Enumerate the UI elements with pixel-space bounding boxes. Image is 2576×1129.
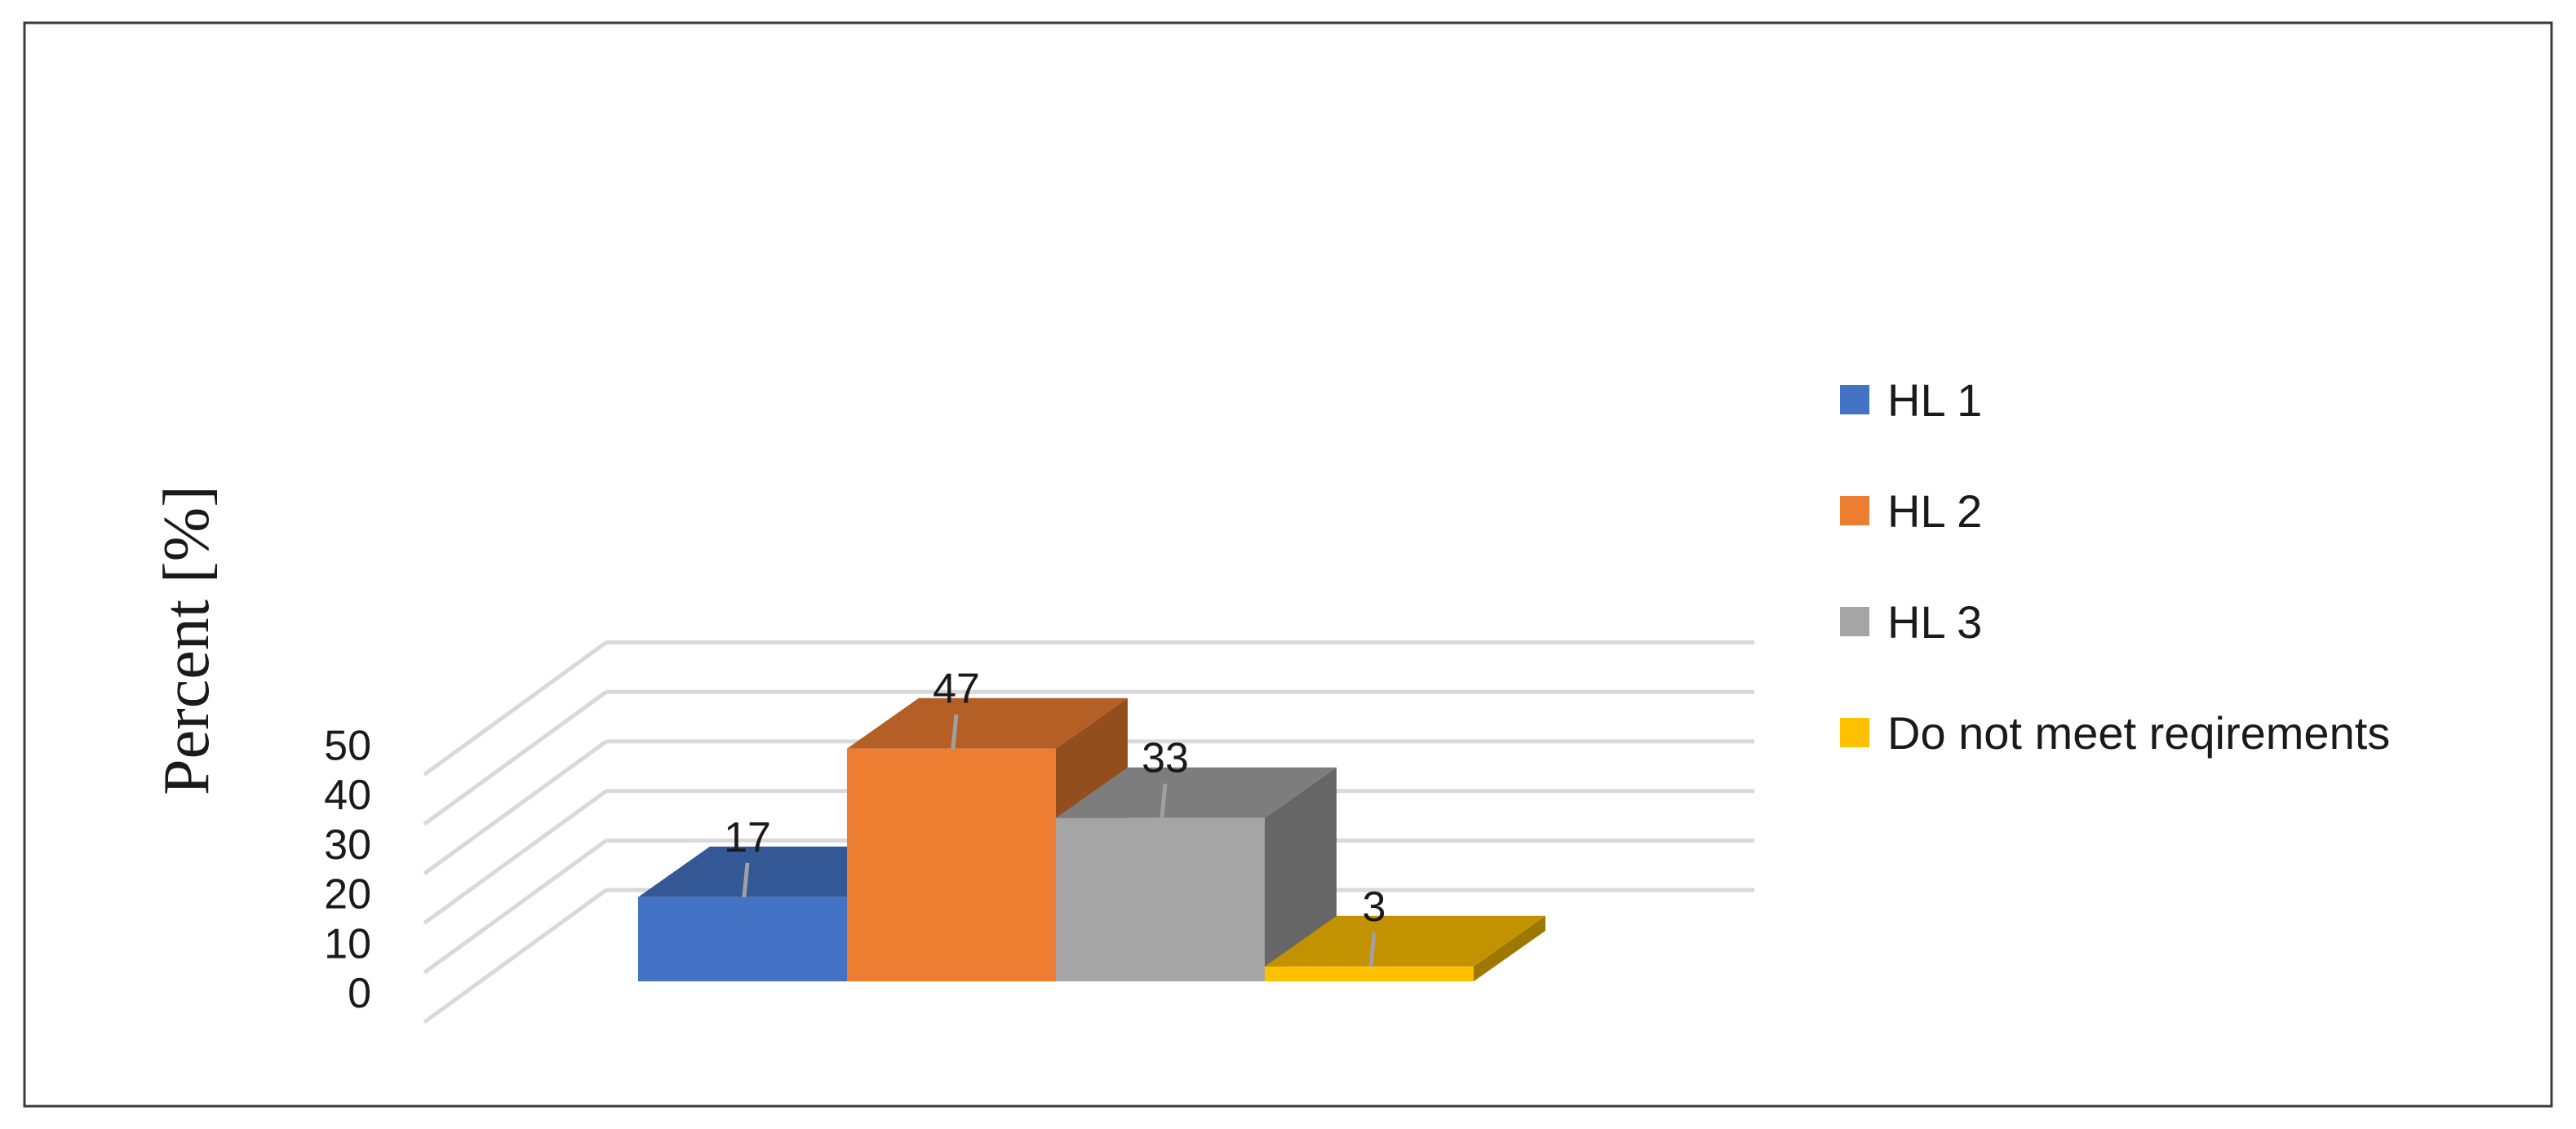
y-tick-label: 30 — [324, 821, 371, 869]
data-label: 3 — [1363, 883, 1386, 931]
legend-item: HL 1 — [1840, 374, 1982, 426]
gridline-wall — [423, 739, 608, 875]
bar-4: 3 — [1265, 883, 1545, 981]
legend-swatch — [1840, 607, 1869, 636]
data-label: 47 — [933, 666, 980, 713]
legend-swatch — [1840, 496, 1869, 525]
bar-side-face — [1474, 915, 1545, 981]
legend-label: Do not meet reqirements — [1887, 707, 2390, 759]
legend-label: HL 1 — [1887, 374, 1982, 426]
gridline-wall — [423, 789, 608, 925]
y-tick-label: 0 — [348, 970, 371, 1017]
legend-label: HL 2 — [1887, 485, 1982, 537]
legend-swatch — [1840, 718, 1869, 747]
data-label-leader — [951, 714, 959, 749]
data-label-leader — [1159, 783, 1168, 818]
legend-item: HL 3 — [1840, 596, 1982, 648]
bar-side-face — [1265, 767, 1337, 981]
gridline-wall — [423, 888, 608, 1025]
bar-top-face — [1265, 915, 1545, 967]
legend-item: HL 2 — [1840, 485, 1982, 537]
y-tick-label: 50 — [324, 723, 371, 770]
bar-front-face — [1265, 966, 1474, 981]
bar-front-face — [1056, 817, 1265, 981]
bar-top-face — [1056, 767, 1337, 818]
bar-front-face — [847, 748, 1056, 981]
gridline-wall — [423, 690, 608, 826]
legend-label: HL 3 — [1887, 596, 1982, 648]
legend-item: Do not meet reqirements — [1840, 707, 2390, 759]
y-tick-label: 40 — [324, 772, 371, 819]
gridline-wall — [423, 640, 608, 777]
bar-front-face — [638, 897, 847, 981]
data-label-leader — [1368, 932, 1377, 967]
legend-swatch — [1840, 385, 1869, 414]
bar-3: 33 — [1056, 735, 1337, 981]
data-label-leader — [742, 862, 750, 898]
gridline-wall — [423, 839, 608, 975]
y-tick-label: 10 — [324, 920, 371, 967]
bar-top-face — [847, 697, 1128, 749]
data-label: 17 — [724, 814, 771, 861]
y-axis-label: Percent [%] — [151, 485, 223, 795]
y-tick-label: 20 — [324, 871, 371, 919]
data-label: 33 — [1142, 735, 1189, 782]
legend: HL 1 HL 2 HL 3 Do not meet reqirements — [1840, 374, 2390, 759]
